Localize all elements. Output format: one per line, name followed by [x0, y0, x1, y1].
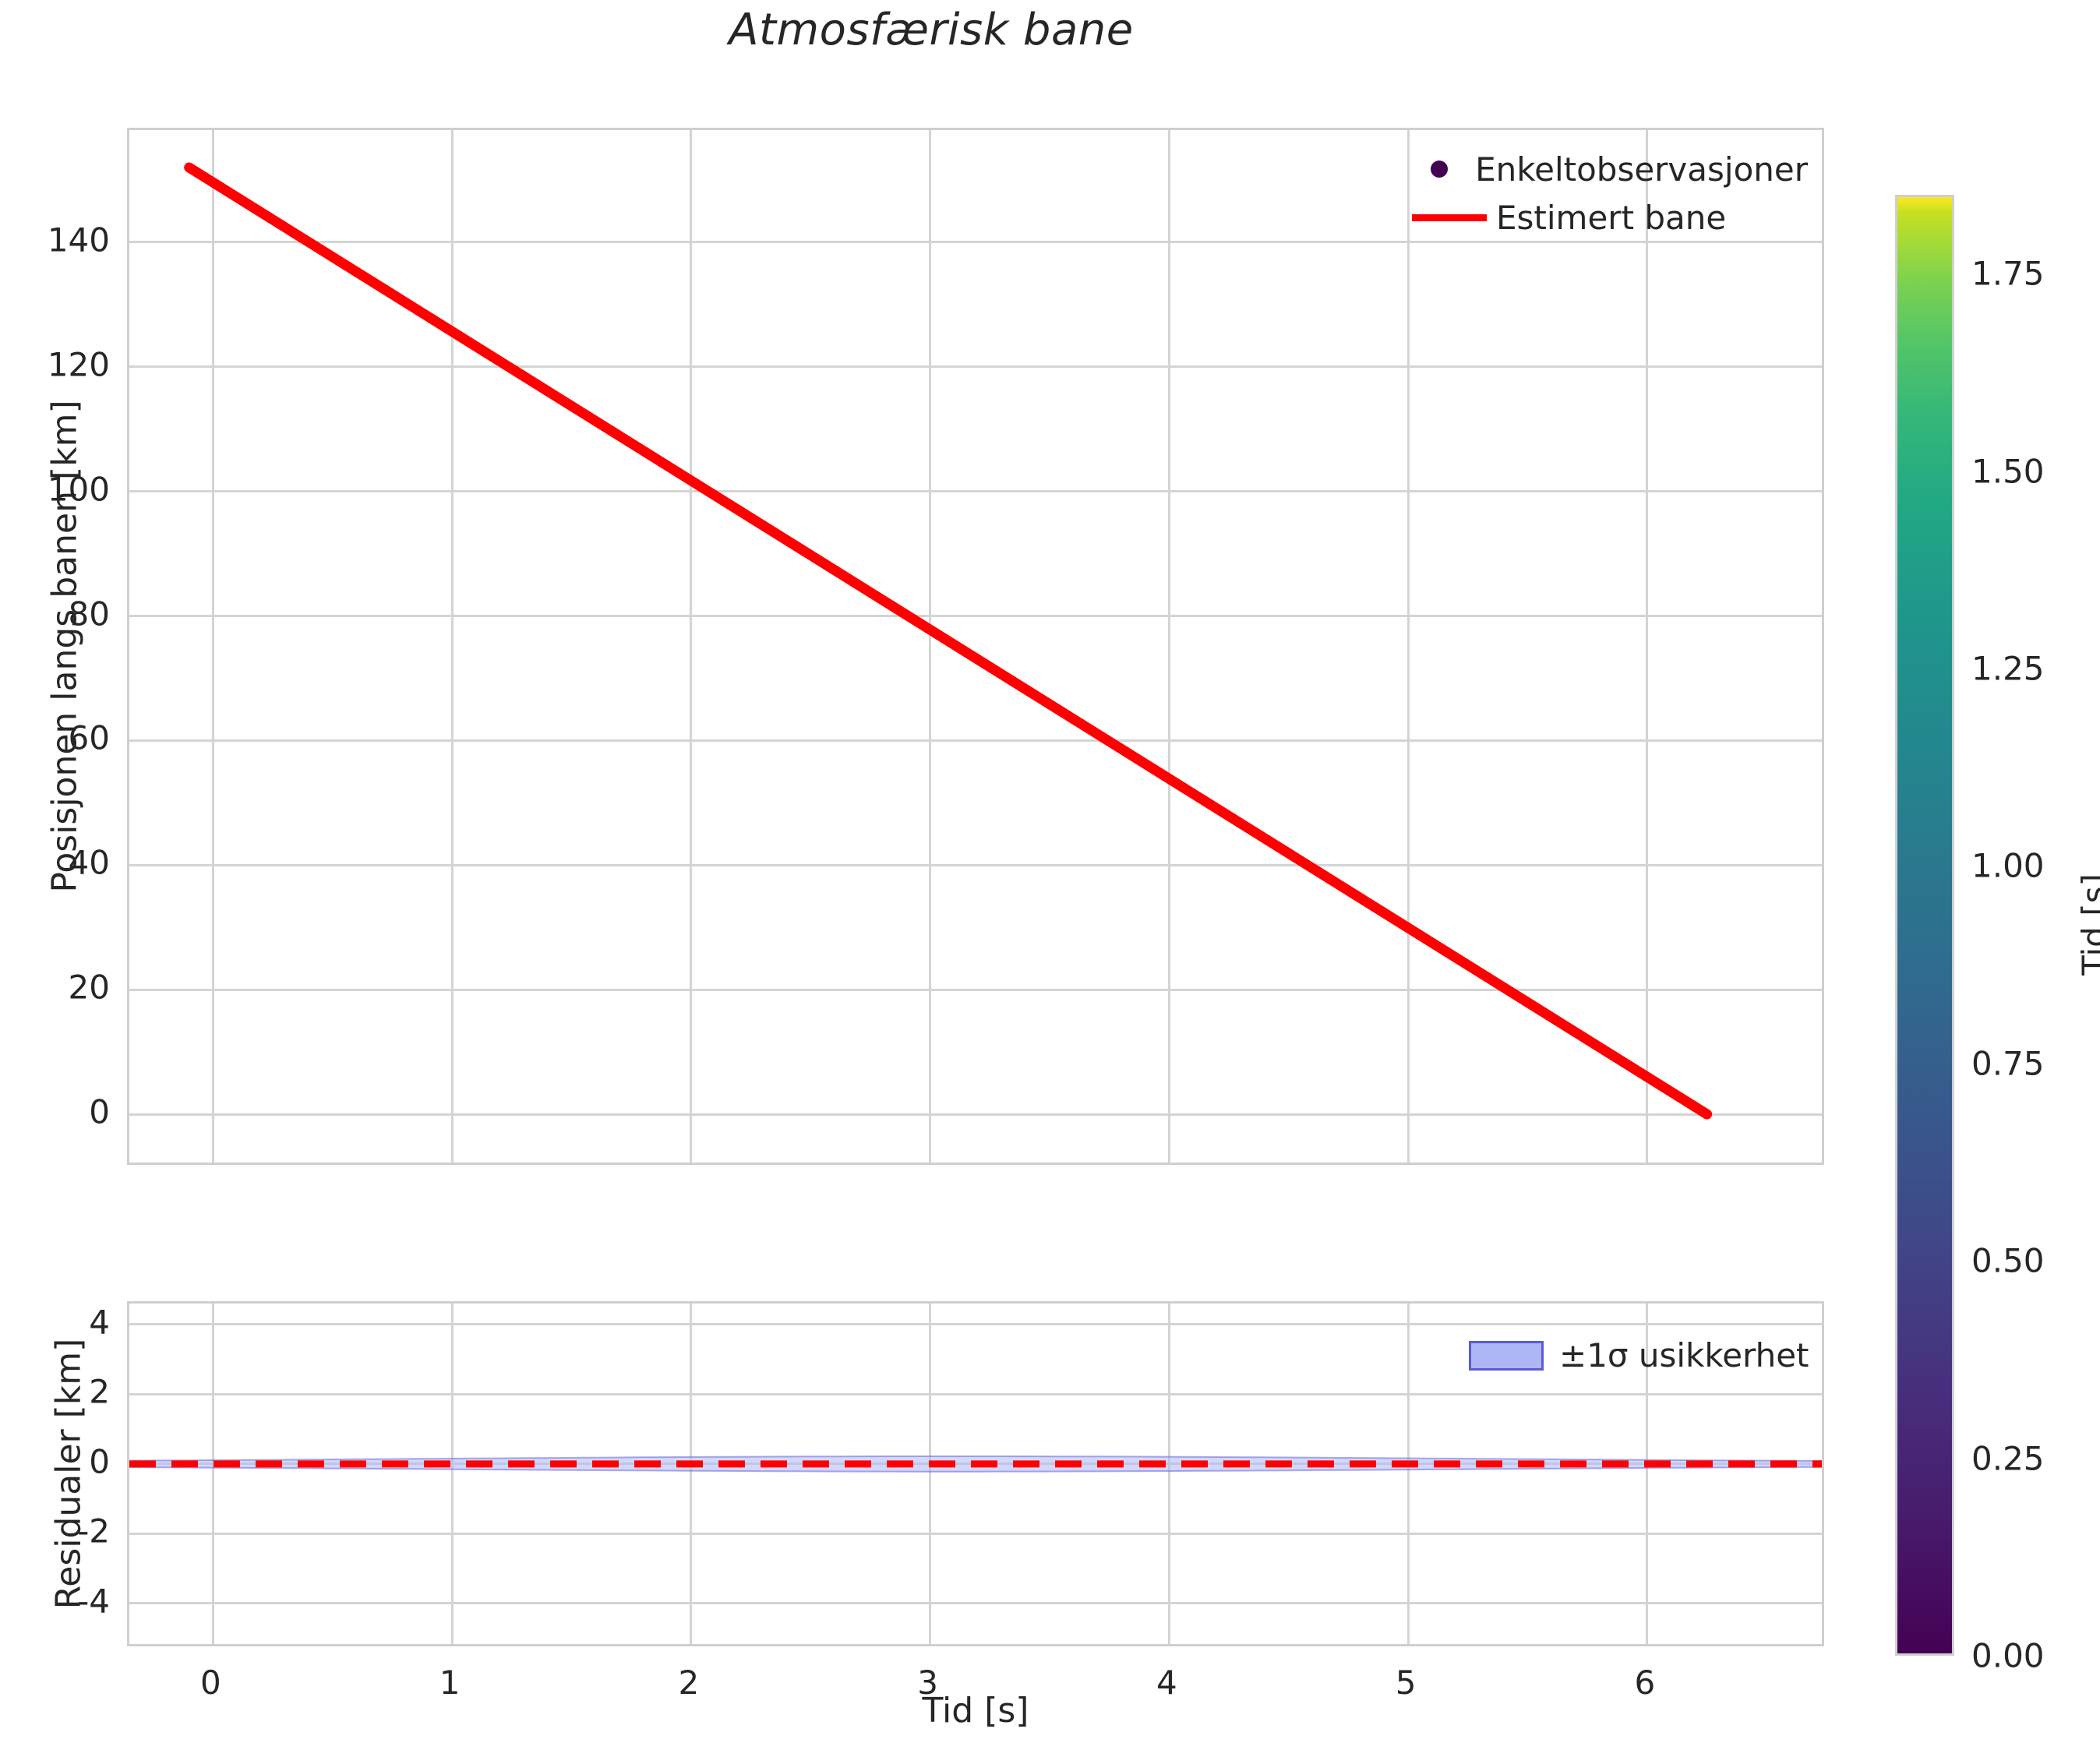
colorbar-tick-label: 1.00 [1971, 846, 2045, 885]
main-y-tick-label: 100 [47, 470, 110, 509]
residual-plot-surface [129, 1304, 1822, 1644]
legend-entry-observations: Enkeltobservasjoner [1403, 145, 1808, 193]
gridline-horizontal [129, 365, 1822, 369]
gridline-horizontal [129, 1392, 1822, 1395]
main-y-tick-label: 80 [68, 595, 110, 633]
colorbar-tick-label: 1.50 [1971, 452, 2045, 491]
main-y-tick-label: 20 [68, 968, 110, 1007]
main-y-tick-label: 40 [68, 843, 110, 882]
legend-label-observations: Enkeltobservasjoner [1475, 150, 1808, 189]
colorbar-label: Tid [s] [2074, 873, 2100, 976]
gridline-vertical [1646, 1304, 1649, 1644]
legend-label-sigma: ±1σ usikkerhet [1559, 1336, 1809, 1374]
page-title: Atmosfærisk bane [729, 5, 1134, 55]
sigma-band-overlay [129, 1455, 1822, 1473]
gridline-vertical [211, 130, 214, 1163]
colorbar-tick-label: 1.75 [1971, 254, 2045, 293]
x-axis-label: Tid [s] [922, 1691, 1029, 1731]
main-y-tick-label: 140 [47, 221, 110, 259]
x-tick-label: 3 [917, 1664, 939, 1702]
x-tick-label: 1 [439, 1664, 461, 1702]
colorbar-tick-label: 0.75 [1971, 1044, 2045, 1083]
main-y-tick-label: 120 [47, 345, 110, 384]
residual-plot-axes [127, 1301, 1824, 1646]
gridline-horizontal [129, 1323, 1822, 1326]
gridline-horizontal [129, 1602, 1822, 1605]
main-y-tick-label: 0 [89, 1092, 110, 1131]
x-tick-label: 2 [678, 1664, 700, 1702]
colorbar-tick-label: 0.00 [1971, 1636, 2045, 1675]
legend-marker-sigma-patch-icon [1469, 1340, 1544, 1371]
gridline-vertical [1167, 1304, 1170, 1644]
main-plot-axes [127, 128, 1824, 1165]
residual-y-tick-label: 4 [89, 1303, 110, 1342]
gridline-horizontal [129, 988, 1822, 991]
gridline-vertical [450, 1304, 454, 1644]
main-y-tick-label: 60 [68, 718, 110, 757]
x-tick-label: 6 [1634, 1664, 1656, 1702]
gridline-vertical [450, 130, 454, 1163]
x-tick-label: 0 [199, 1664, 221, 1702]
x-tick-label: 4 [1156, 1664, 1177, 1702]
legend-marker-dot-icon [1403, 161, 1475, 178]
estimated-trajectory-line [184, 162, 1713, 1120]
colorbar-tick-label: 0.25 [1971, 1439, 2045, 1478]
gridline-vertical [1406, 1304, 1410, 1644]
residual-y-tick-label: 0 [89, 1442, 110, 1481]
gridline-vertical [929, 1304, 932, 1644]
residual-legend: ±1σ usikkerhet [1469, 1336, 1809, 1374]
legend-entry-fit: Estimert bane [1403, 193, 1808, 242]
gridline-horizontal [129, 739, 1822, 742]
main-y-axis-label: Posisjonen langs banen [km] [44, 399, 85, 893]
residual-y-tick-label: -2 [77, 1512, 110, 1551]
legend-marker-line-icon [1403, 213, 1496, 221]
gridline-horizontal [129, 241, 1822, 244]
colorbar [1895, 195, 1954, 1656]
colorbar-tick-label: 1.25 [1971, 649, 2045, 688]
colorbar-tick-label: 0.50 [1971, 1241, 2045, 1280]
gridline-vertical [1167, 130, 1170, 1163]
gridline-vertical [929, 130, 932, 1163]
legend-label-fit: Estimert bane [1496, 198, 1727, 237]
gridline-vertical [690, 1304, 693, 1644]
gridline-vertical [690, 130, 693, 1163]
main-plot-surface [129, 130, 1822, 1163]
gridline-horizontal [129, 615, 1822, 618]
gridline-vertical [211, 1304, 214, 1644]
gridline-horizontal [129, 490, 1822, 493]
x-tick-label: 5 [1395, 1664, 1417, 1702]
residual-y-tick-label: 2 [89, 1372, 110, 1411]
gridline-vertical [1646, 130, 1649, 1163]
main-legend: Enkeltobservasjoner Estimert bane [1403, 145, 1808, 242]
gridline-horizontal [129, 863, 1822, 866]
gridline-vertical [1406, 130, 1410, 1163]
gridline-horizontal [129, 1113, 1822, 1116]
residual-y-tick-label: -4 [77, 1582, 110, 1621]
gridline-horizontal [129, 1532, 1822, 1535]
fit-line-overlay [184, 162, 1713, 1120]
